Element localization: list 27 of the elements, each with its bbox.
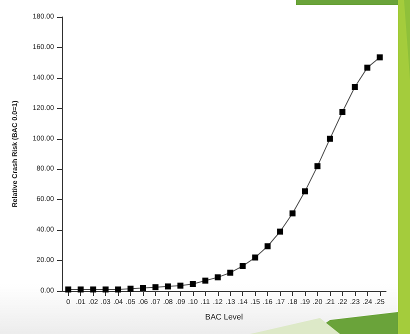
point bbox=[376, 54, 383, 60]
point bbox=[290, 210, 296, 216]
point bbox=[177, 282, 184, 289]
point bbox=[102, 286, 109, 292]
point bbox=[240, 263, 246, 270]
point bbox=[326, 136, 333, 142]
point bbox=[302, 188, 308, 194]
point bbox=[227, 270, 234, 276]
point bbox=[78, 286, 84, 292]
point bbox=[339, 108, 346, 115]
point bbox=[164, 283, 171, 290]
point bbox=[65, 286, 72, 292]
point bbox=[90, 286, 96, 292]
point bbox=[277, 228, 284, 235]
point bbox=[214, 274, 221, 280]
point bbox=[128, 286, 134, 292]
point bbox=[264, 243, 271, 250]
point bbox=[202, 278, 208, 284]
point bbox=[140, 284, 146, 291]
point bbox=[314, 163, 320, 170]
point bbox=[352, 84, 358, 90]
point bbox=[252, 254, 258, 261]
point bbox=[364, 64, 370, 71]
point bbox=[115, 286, 122, 292]
point bbox=[152, 284, 158, 290]
x-axis-title: BAC Level bbox=[205, 312, 244, 322]
point bbox=[190, 281, 196, 287]
